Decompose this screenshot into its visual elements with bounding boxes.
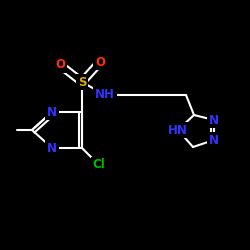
Text: S: S (78, 76, 86, 88)
Text: NH: NH (95, 88, 115, 102)
Text: O: O (55, 58, 65, 71)
Text: HN: HN (168, 124, 188, 136)
Text: N: N (209, 134, 219, 146)
Text: N: N (47, 106, 57, 118)
Text: N: N (47, 142, 57, 154)
Text: Cl: Cl (92, 158, 106, 172)
Text: N: N (209, 114, 219, 126)
Text: O: O (95, 56, 105, 68)
